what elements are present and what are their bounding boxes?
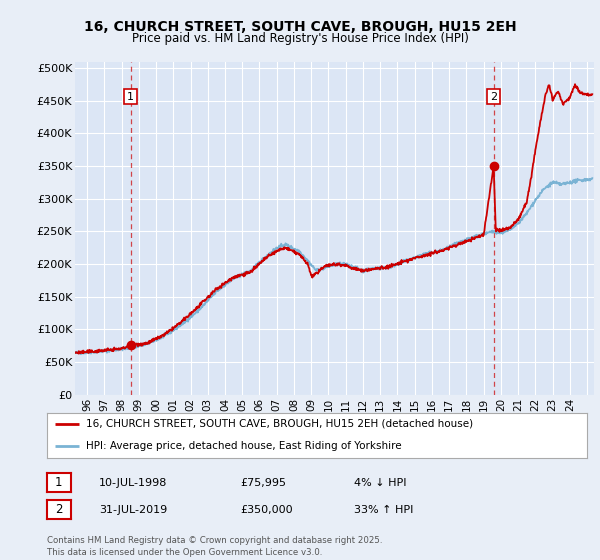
Text: 16, CHURCH STREET, SOUTH CAVE, BROUGH, HU15 2EH: 16, CHURCH STREET, SOUTH CAVE, BROUGH, H…: [83, 20, 517, 34]
Text: 10-JUL-1998: 10-JUL-1998: [99, 478, 167, 488]
Text: 31-JUL-2019: 31-JUL-2019: [99, 505, 167, 515]
Text: Contains HM Land Registry data © Crown copyright and database right 2025.
This d: Contains HM Land Registry data © Crown c…: [47, 536, 382, 557]
Text: 33% ↑ HPI: 33% ↑ HPI: [354, 505, 413, 515]
Text: £75,995: £75,995: [240, 478, 286, 488]
Text: 1: 1: [55, 476, 62, 489]
Text: £350,000: £350,000: [240, 505, 293, 515]
Text: 1: 1: [127, 92, 134, 101]
Text: HPI: Average price, detached house, East Riding of Yorkshire: HPI: Average price, detached house, East…: [86, 441, 401, 451]
Text: 4% ↓ HPI: 4% ↓ HPI: [354, 478, 407, 488]
Text: 16, CHURCH STREET, SOUTH CAVE, BROUGH, HU15 2EH (detached house): 16, CHURCH STREET, SOUTH CAVE, BROUGH, H…: [86, 419, 473, 429]
Text: 2: 2: [55, 503, 62, 516]
Text: Price paid vs. HM Land Registry's House Price Index (HPI): Price paid vs. HM Land Registry's House …: [131, 32, 469, 45]
Text: 2: 2: [490, 92, 497, 101]
